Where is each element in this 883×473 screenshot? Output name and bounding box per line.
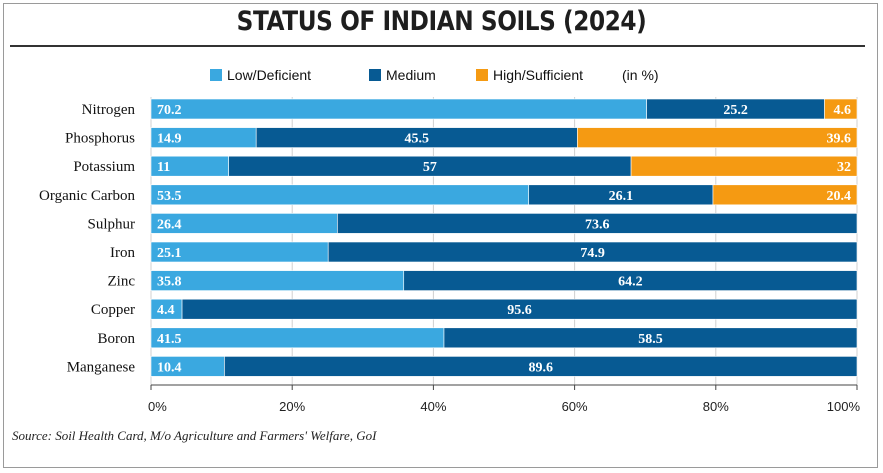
bar-organic-carbon-high-sufficient [712, 184, 858, 206]
value-label-organic-carbon-low-deficient: 53.5 [157, 189, 182, 204]
x-tick-label-5: 100% [827, 399, 861, 414]
legend-high-label: High/Sufficient [493, 67, 584, 83]
value-label-phosphorus-low-deficient: 14.9 [157, 132, 182, 147]
legend-low-label: Low/Deficient [227, 67, 312, 83]
value-label-sulphur-medium: 73.6 [585, 217, 610, 232]
value-label-boron-low-deficient: 41.5 [157, 332, 182, 347]
category-label-potassium: Potassium [73, 159, 135, 175]
x-tick-label-0: 0% [148, 399, 167, 414]
value-label-manganese-medium: 89.6 [528, 360, 553, 375]
value-label-phosphorus-medium: 45.5 [405, 132, 430, 147]
category-label-organic-carbon: Organic Carbon [39, 188, 135, 204]
legend-high-swatch [476, 69, 488, 81]
source-note: Source: Soil Health Card, M/o Agricultur… [12, 428, 377, 443]
value-label-nitrogen-high-sufficient: 4.6 [834, 103, 852, 118]
x-tick-label-4: 80% [703, 399, 729, 414]
legend-unit-note: (in %) [622, 66, 659, 84]
bar-zinc-medium [403, 270, 858, 291]
value-label-sulphur-low-deficient: 26.4 [157, 217, 182, 232]
x-tick-label-1: 20% [279, 399, 305, 414]
category-label-iron: Iron [110, 245, 135, 261]
category-label-boron: Boron [98, 331, 136, 347]
category-label-zinc: Zinc [108, 274, 136, 290]
chart-title: STATUS OF INDIAN SOILS (2024) [236, 6, 647, 37]
bar-iron-medium [327, 241, 858, 263]
legend-medium: Medium [369, 66, 436, 84]
x-tick-label-3: 60% [562, 399, 588, 414]
bar-zinc-low-deficient [150, 270, 405, 291]
value-label-nitrogen-medium: 25.2 [723, 103, 748, 118]
bar-phosphorus-high-sufficient [577, 127, 858, 148]
title-rule [10, 45, 865, 47]
value-label-manganese-low-deficient: 10.4 [157, 360, 182, 375]
value-label-zinc-medium: 64.2 [618, 275, 643, 290]
value-label-iron-medium: 74.9 [580, 246, 605, 261]
bar-boron-medium [443, 327, 858, 349]
value-label-iron-low-deficient: 25.1 [157, 246, 182, 261]
category-label-copper: Copper [91, 302, 135, 318]
value-label-copper-low-deficient: 4.4 [157, 303, 175, 318]
value-label-zinc-low-deficient: 35.8 [157, 275, 182, 290]
legend-high: High/Sufficient [476, 66, 583, 84]
value-label-potassium-medium: 57 [423, 160, 437, 175]
legend-medium-swatch [369, 69, 381, 81]
value-label-boron-medium: 58.5 [638, 332, 663, 347]
bar-nitrogen-high-sufficient [824, 98, 858, 120]
x-tick-label-2: 40% [420, 399, 446, 414]
category-label-phosphorus: Phosphorus [65, 131, 135, 147]
category-label-nitrogen: Nitrogen [82, 102, 136, 118]
chart-frame [3, 3, 878, 468]
value-label-organic-carbon-medium: 26.1 [609, 189, 634, 204]
legend-low: Low/Deficient [210, 66, 311, 84]
category-label-manganese: Manganese [67, 359, 136, 375]
bar-boron-low-deficient [150, 327, 445, 349]
value-label-potassium-low-deficient: 11 [157, 160, 170, 175]
value-label-phosphorus-high-sufficient: 39.6 [827, 132, 852, 147]
category-label-sulphur: Sulphur [87, 216, 135, 232]
bar-sulphur-medium [337, 213, 858, 234]
unit-note: (in %) [622, 67, 659, 83]
legend-low-swatch [210, 69, 222, 81]
value-label-nitrogen-low-deficient: 70.2 [157, 103, 182, 118]
bar-organic-carbon-low-deficient [150, 184, 530, 206]
bar-copper-medium [181, 298, 858, 320]
legend-medium-label: Medium [386, 67, 436, 83]
value-label-copper-medium: 95.6 [507, 303, 532, 318]
value-label-organic-carbon-high-sufficient: 20.4 [827, 189, 852, 204]
bar-nitrogen-low-deficient [150, 98, 647, 120]
value-label-potassium-high-sufficient: 32 [837, 160, 851, 175]
bar-potassium-high-sufficient [630, 155, 858, 177]
bar-manganese-medium [224, 356, 858, 377]
